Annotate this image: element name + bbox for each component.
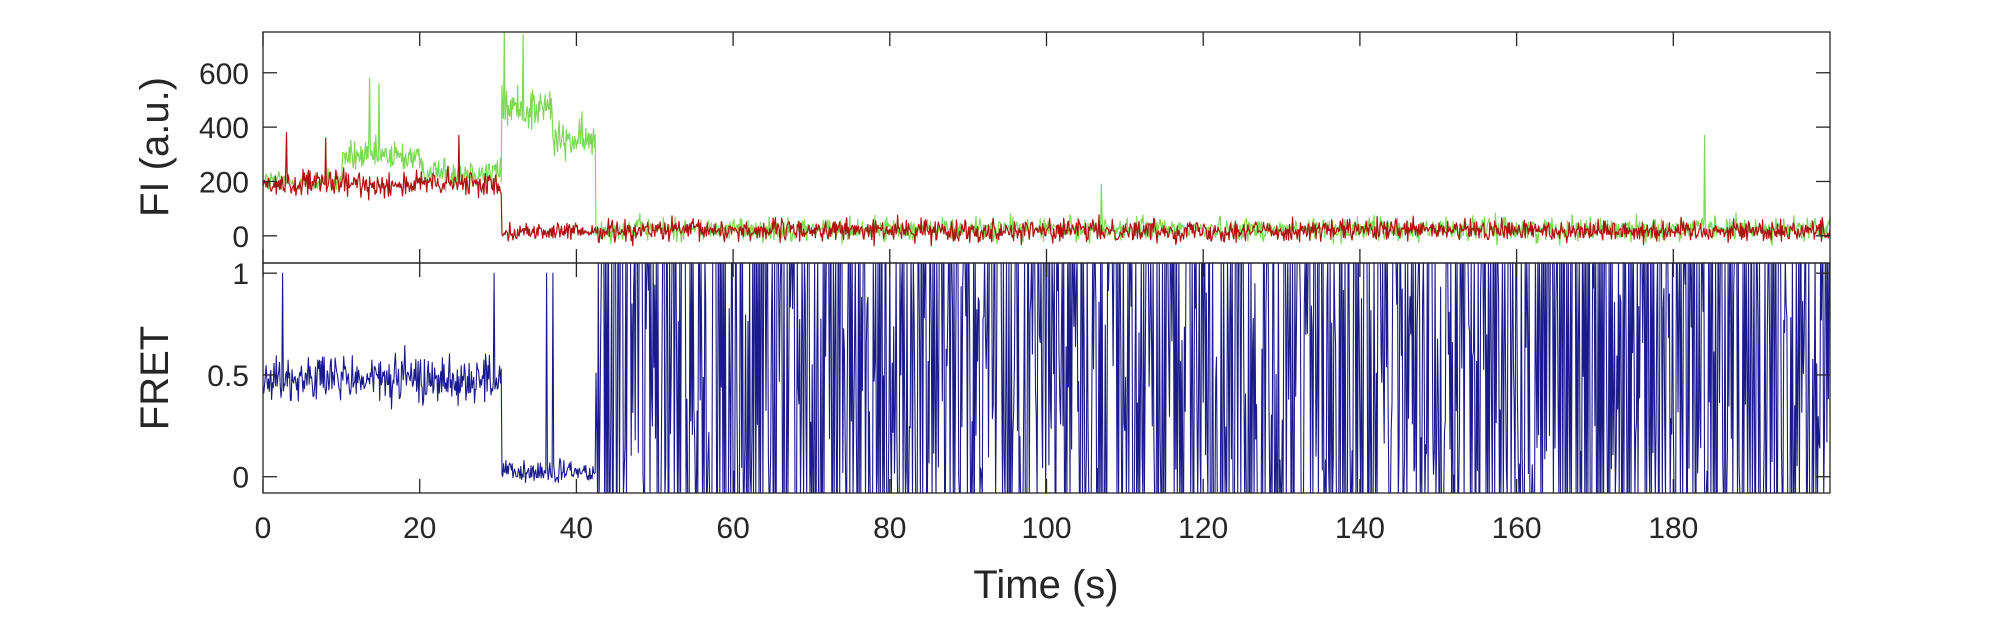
y-tick-label: 0.5: [207, 360, 249, 393]
y-tick-label: 400: [199, 112, 249, 145]
fret-y-axis-label: FRET: [133, 326, 177, 430]
intensity-y-axis-label: FI (a.u.): [133, 77, 177, 217]
fret-y-ticks: 00.51: [207, 258, 1830, 495]
fret-plot-area: [263, 263, 1830, 493]
x-tick-label: 80: [873, 512, 906, 545]
acceptor-red-trace: [263, 132, 1830, 247]
x-tick-label: 0: [255, 512, 272, 545]
y-tick-label: 1: [232, 258, 249, 291]
y-tick-label: 0: [232, 221, 249, 254]
fret-panel: 00.51 0 20 40 60 80 100 120 140 160 180 FRET Time…: [133, 258, 1831, 607]
fret-x-ticks: 0 20 40 60 80 100 120 140 160 180: [255, 263, 1698, 545]
x-tick-label: 140: [1335, 512, 1385, 545]
x-tick-label: 160: [1492, 512, 1542, 545]
y-tick-label: 0: [232, 462, 249, 495]
intensity-series-group: [263, 32, 1830, 247]
x-axis-label: Time (s): [973, 563, 1118, 607]
fret-series-group: [263, 263, 1830, 493]
intensity-y-ticks: 0 200 400 600: [199, 32, 1830, 263]
x-tick-label: 40: [560, 512, 593, 545]
donor-green-trace: [263, 32, 1830, 247]
y-tick-label: 200: [199, 166, 249, 199]
x-tick-label: 180: [1648, 512, 1698, 545]
fret-efficiency-trace: [263, 263, 1830, 493]
x-tick-label: 20: [403, 512, 436, 545]
intensity-plot-area: [263, 32, 1830, 247]
x-tick-label: 120: [1178, 512, 1228, 545]
y-tick-label: 600: [199, 58, 249, 91]
intensity-panel: 0 200 400 600 FI (a.u.): [133, 31, 1831, 264]
x-tick-label: 100: [1021, 512, 1071, 545]
x-tick-label: 60: [716, 512, 749, 545]
